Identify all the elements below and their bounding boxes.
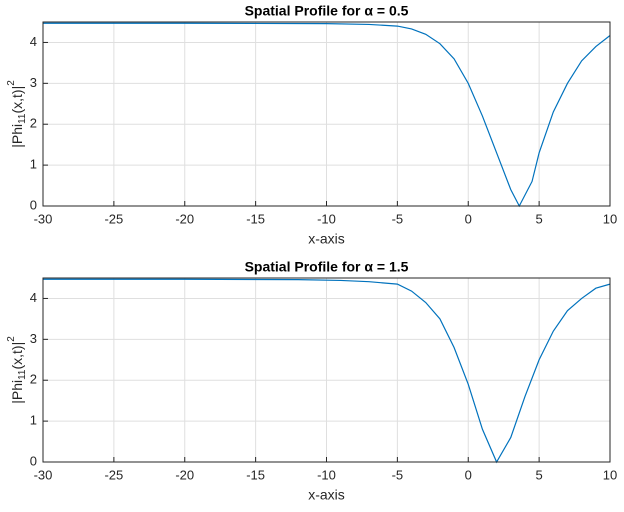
- x-tick-label: 5: [536, 467, 543, 482]
- y-tick-label: 3: [30, 331, 37, 346]
- x-tick-label: -20: [175, 467, 194, 482]
- y-tick-label: 1: [30, 413, 37, 428]
- x-tick-label: 10: [603, 211, 617, 226]
- x-tick-label: -25: [104, 211, 123, 226]
- data-line: [43, 278, 611, 464]
- y-tick-label: 4: [30, 34, 37, 49]
- y-tick-label: 2: [30, 372, 37, 387]
- y-axis-label-part: 11: [17, 113, 28, 124]
- y-axis-label-part: |Phi: [9, 380, 25, 404]
- x-tick-label: -5: [392, 211, 404, 226]
- y-axis-label-part: (x,t)|: [9, 86, 25, 114]
- y-tick-label: 4: [30, 290, 37, 305]
- x-tick-label: -10: [317, 211, 336, 226]
- x-tick-label: 10: [603, 467, 617, 482]
- data-line: [43, 22, 611, 208]
- x-tick-label: -15: [246, 467, 265, 482]
- chart-title: Spatial Profile for α = 0.5: [245, 3, 409, 19]
- chart-title: Spatial Profile for α = 1.5: [245, 259, 409, 275]
- y-axis-label-part: 11: [17, 369, 28, 380]
- y-tick-label: 0: [30, 197, 37, 212]
- x-axis-label: x-axis: [308, 231, 345, 247]
- y-axis-label-part: |Phi: [9, 124, 25, 148]
- x-tick-label: -20: [175, 211, 194, 226]
- x-tick-label: -10: [317, 467, 336, 482]
- axes-box: [42, 277, 611, 463]
- x-tick-label: -30: [34, 211, 53, 226]
- x-tick-label: 0: [465, 467, 472, 482]
- x-tick-label: -30: [34, 467, 53, 482]
- y-axis-label-part: (x,t)|: [9, 342, 25, 370]
- y-tick-label: 0: [30, 453, 37, 468]
- y-axis-label-part: 2: [6, 336, 17, 342]
- x-tick-label: 5: [536, 211, 543, 226]
- y-tick-label: 1: [30, 157, 37, 172]
- x-tick-label: -15: [246, 211, 265, 226]
- y-axis-label: |Phi11(x,t)|2: [6, 80, 28, 148]
- x-tick-label: -5: [392, 467, 404, 482]
- x-tick-label: 0: [465, 211, 472, 226]
- x-axis-label: x-axis: [308, 487, 345, 503]
- x-tick-label: -25: [104, 467, 123, 482]
- y-tick-label: 3: [30, 75, 37, 90]
- y-axis-label-part: 2: [6, 80, 17, 86]
- y-axis-label: |Phi11(x,t)|2: [6, 336, 28, 404]
- axes-box: [42, 21, 611, 207]
- y-tick-label: 2: [30, 116, 37, 131]
